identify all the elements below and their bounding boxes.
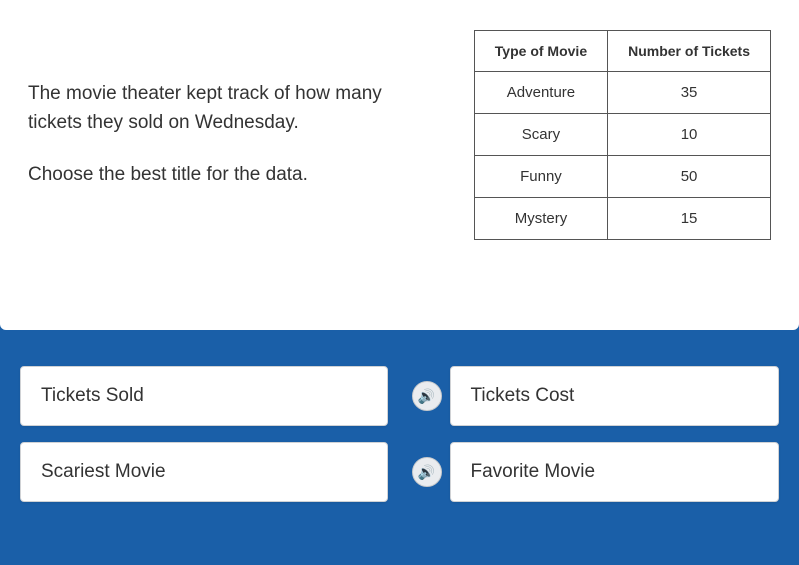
- question-text-block: The movie theater kept track of how many…: [28, 30, 434, 214]
- cell-type: Adventure: [474, 72, 607, 114]
- question-context: The movie theater kept track of how many…: [28, 80, 434, 137]
- table-row: Mystery 15: [474, 198, 770, 240]
- question-prompt: Choose the best title for the data.: [28, 161, 434, 190]
- answer-row: Tickets Sold: [20, 366, 388, 426]
- answer-row: 🔊 Tickets Cost: [412, 366, 780, 426]
- table-row: Scary 10: [474, 114, 770, 156]
- cell-count: 10: [608, 114, 771, 156]
- cell-type: Scary: [474, 114, 607, 156]
- answer-option-favorite-movie[interactable]: Favorite Movie: [450, 442, 780, 502]
- table-header-row: Type of Movie Number of Tickets: [474, 31, 770, 72]
- speaker-icon[interactable]: 🔊: [412, 457, 442, 487]
- cell-count: 35: [608, 72, 771, 114]
- answers-grid: Tickets Sold 🔊 Tickets Cost Scariest Mov…: [0, 330, 799, 522]
- cell-count: 15: [608, 198, 771, 240]
- answer-option-scariest-movie[interactable]: Scariest Movie: [20, 442, 388, 502]
- table-row: Funny 50: [474, 156, 770, 198]
- cell-count: 50: [608, 156, 771, 198]
- col-header-count: Number of Tickets: [608, 31, 771, 72]
- cell-type: Mystery: [474, 198, 607, 240]
- speaker-icon[interactable]: 🔊: [412, 381, 442, 411]
- answer-row: Scariest Movie: [20, 442, 388, 502]
- answer-option-tickets-sold[interactable]: Tickets Sold: [20, 366, 388, 426]
- answer-row: 🔊 Favorite Movie: [412, 442, 780, 502]
- data-table: Type of Movie Number of Tickets Adventur…: [474, 30, 771, 240]
- table-row: Adventure 35: [474, 72, 770, 114]
- answer-option-tickets-cost[interactable]: Tickets Cost: [450, 366, 780, 426]
- question-card: The movie theater kept track of how many…: [0, 0, 799, 330]
- cell-type: Funny: [474, 156, 607, 198]
- col-header-type: Type of Movie: [474, 31, 607, 72]
